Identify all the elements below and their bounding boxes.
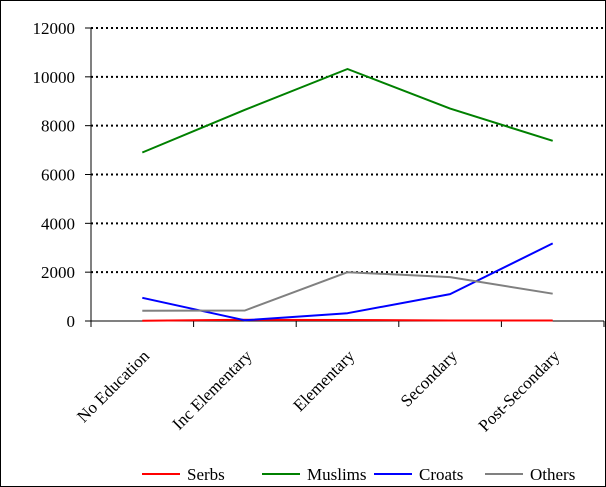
- x-tick-label: Elementary: [289, 346, 358, 415]
- legend: Serbs Muslims Croats Others: [142, 465, 575, 484]
- x-tick-label: Inc Elementary: [169, 346, 257, 434]
- x-tick-label: Post-Secondary: [475, 346, 564, 435]
- y-tick-label: 4000: [41, 214, 75, 233]
- y-tick-label: 2000: [41, 263, 75, 282]
- y-tick-label: 8000: [41, 117, 75, 136]
- x-tick-label: No Education: [73, 346, 153, 426]
- legend-label-muslims: Muslims: [307, 465, 367, 484]
- legend-label-serbs: Serbs: [187, 465, 225, 484]
- x-tick-label: Secondary: [397, 346, 462, 411]
- y-tick-label: 10000: [33, 68, 76, 87]
- series-lines: [141, 68, 554, 322]
- series-line-others: [142, 271, 553, 312]
- axes: [85, 28, 604, 327]
- legend-label-others: Others: [530, 465, 575, 484]
- y-tick-label: 6000: [41, 166, 75, 185]
- gridlines: [91, 27, 604, 274]
- x-axis-ticks: No Education Inc Elementary Elementary Seco…: [73, 321, 605, 435]
- y-tick-label: 12000: [33, 19, 76, 38]
- y-axis-ticks: 0 2000 4000 6000 8000 10000 12000: [33, 19, 91, 331]
- series-line-serbs: [142, 318, 553, 322]
- series-line-croats: [142, 242, 554, 322]
- legend-label-croats: Croats: [419, 465, 463, 484]
- series-line-muslims: [141, 68, 553, 154]
- y-tick-label: 0: [67, 312, 76, 331]
